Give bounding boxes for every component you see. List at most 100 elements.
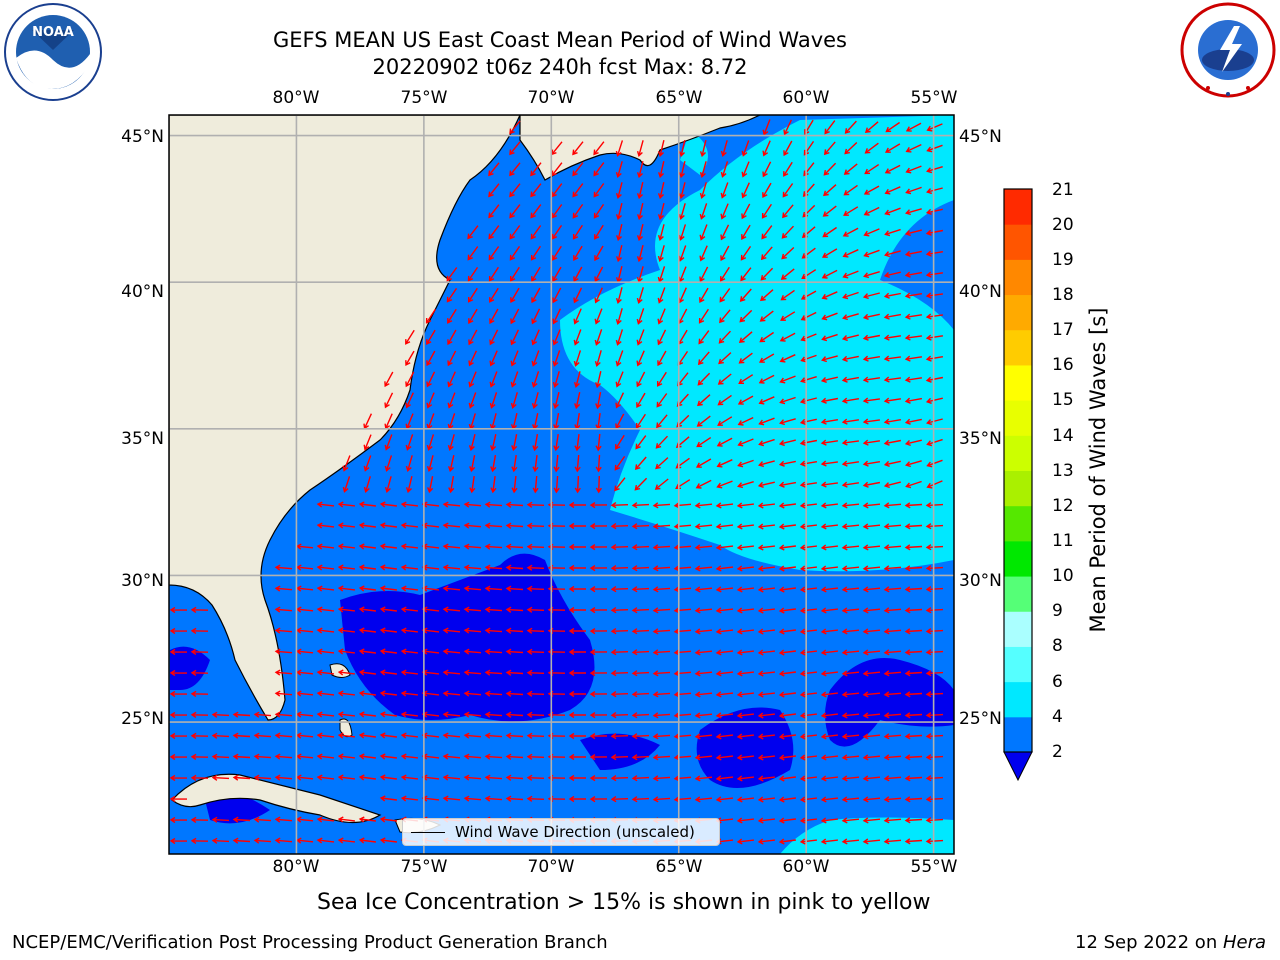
colorbar-tick-label: 6 xyxy=(1052,672,1063,692)
wave-direction-arrow xyxy=(736,838,754,845)
wave-direction-arrow xyxy=(862,565,881,572)
wave-direction-arrow xyxy=(699,224,708,241)
wave-direction-arrow xyxy=(421,648,440,655)
wave-direction-arrow xyxy=(820,628,838,635)
wave-direction-arrow xyxy=(842,227,859,237)
wave-direction-arrow xyxy=(862,544,881,551)
wave-direction-arrow xyxy=(715,586,734,593)
wave-direction-arrow xyxy=(778,817,796,824)
wave-direction-arrow xyxy=(761,225,773,240)
wave-direction-arrow xyxy=(778,502,796,509)
wave-direction-arrow xyxy=(905,165,922,174)
wave-direction-arrow xyxy=(673,502,692,509)
wave-direction-arrow xyxy=(463,606,482,613)
wave-direction-arrow xyxy=(820,838,838,845)
map-subtitle: 20220902 t06z 240h fcst Max: 8.72 xyxy=(372,55,748,79)
wave-direction-arrow xyxy=(694,628,713,635)
wave-direction-arrow xyxy=(505,690,524,697)
wave-direction-arrow xyxy=(463,753,482,760)
wave-direction-arrow xyxy=(551,225,563,240)
wave-direction-arrow xyxy=(467,225,479,240)
colorbar-tick-label: 8 xyxy=(1052,636,1063,656)
wave-direction-arrow xyxy=(484,627,503,634)
wave-direction-arrow xyxy=(800,311,817,321)
wave-direction-arrow xyxy=(925,712,944,719)
wave-direction-arrow xyxy=(488,162,500,177)
wave-direction-arrow xyxy=(610,691,629,698)
wave-direction-arrow xyxy=(595,475,602,494)
wave-direction-arrow xyxy=(883,523,902,530)
wave-direction-arrow xyxy=(610,523,629,530)
wave-direction-arrow xyxy=(316,753,335,760)
wave-direction-arrow xyxy=(531,266,541,282)
wave-direction-arrow xyxy=(595,371,602,389)
wave-direction-arrow xyxy=(636,182,644,200)
wave-direction-arrow xyxy=(593,141,605,156)
wave-direction-arrow xyxy=(715,523,734,530)
wave-direction-arrow xyxy=(841,544,860,551)
wave-direction-arrow xyxy=(469,455,476,473)
wave-direction-arrow xyxy=(405,329,415,345)
wave-direction-arrow xyxy=(505,564,524,571)
wave-direction-arrow xyxy=(779,332,796,342)
wave-direction-arrow xyxy=(694,796,713,803)
wave-direction-arrow xyxy=(379,585,397,592)
wave-direction-arrow xyxy=(447,434,455,451)
wave-direction-arrow xyxy=(400,753,418,760)
wave-direction-arrow xyxy=(884,164,901,174)
wave-direction-arrow xyxy=(841,439,859,446)
wave-direction-arrow xyxy=(864,164,880,175)
wave-direction-arrow xyxy=(379,543,397,550)
wave-direction-arrow xyxy=(589,628,608,635)
wave-direction-arrow xyxy=(904,397,923,404)
wave-direction-arrow xyxy=(841,565,860,572)
wave-direction-arrow xyxy=(425,308,436,324)
map-legend: Wind Wave Direction (unscaled) xyxy=(402,818,720,846)
wave-direction-arrow xyxy=(716,480,733,489)
wave-direction-arrow xyxy=(169,627,188,635)
wave-direction-arrow xyxy=(615,308,623,325)
wave-direction-arrow xyxy=(925,250,944,257)
wave-direction-arrow xyxy=(405,434,414,451)
wave-direction-arrow xyxy=(531,329,540,346)
wave-direction-arrow xyxy=(885,121,900,133)
wave-direction-arrow xyxy=(715,502,734,509)
wave-direction-arrow xyxy=(904,250,922,257)
wave-direction-arrow xyxy=(526,564,545,571)
wave-direction-arrow xyxy=(841,754,860,761)
wave-direction-arrow xyxy=(637,203,644,221)
wave-direction-arrow xyxy=(883,418,902,425)
wave-direction-arrow xyxy=(820,670,838,677)
wave-direction-arrow xyxy=(719,309,731,324)
lat-tick-left: 35°N xyxy=(121,429,164,449)
wave-direction-arrow xyxy=(337,711,355,718)
wave-direction-arrow xyxy=(862,439,881,446)
wave-direction-arrow xyxy=(469,475,476,494)
wave-direction-arrow xyxy=(799,817,817,824)
wave-direction-arrow xyxy=(358,690,376,697)
wave-direction-arrow xyxy=(484,795,503,802)
lat-tick-right: 40°N xyxy=(959,282,1002,302)
wave-direction-arrow xyxy=(342,455,351,472)
wave-direction-arrow xyxy=(574,475,581,494)
wave-direction-arrow xyxy=(862,775,881,782)
wave-direction-arrow xyxy=(595,391,602,410)
wave-direction-arrow xyxy=(778,523,796,530)
wave-direction-arrow xyxy=(841,355,859,362)
wave-direction-arrow xyxy=(400,669,418,676)
wave-direction-arrow xyxy=(842,270,859,279)
wave-direction-arrow xyxy=(594,287,603,304)
wave-direction-arrow xyxy=(274,690,293,697)
wave-direction-arrow xyxy=(274,627,293,634)
wave-direction-arrow xyxy=(610,628,629,635)
wave-direction-arrow xyxy=(673,796,692,803)
wave-direction-arrow xyxy=(379,522,397,529)
colorbar-segment xyxy=(1004,224,1032,260)
wave-direction-arrow xyxy=(505,585,524,592)
wave-direction-arrow xyxy=(595,433,602,452)
wave-direction-arrow xyxy=(531,350,540,367)
wave-direction-arrow xyxy=(337,816,355,823)
wave-direction-arrow xyxy=(253,711,272,718)
map-frame xyxy=(168,114,955,855)
wave-direction-arrow xyxy=(526,648,545,655)
